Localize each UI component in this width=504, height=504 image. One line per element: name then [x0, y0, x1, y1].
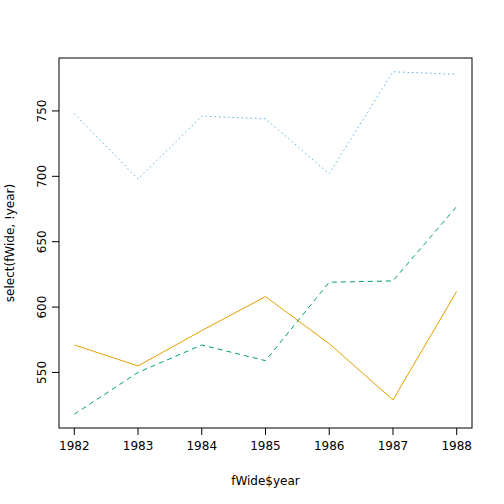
series-group — [74, 72, 456, 415]
plot-frame — [59, 58, 472, 428]
x-tick — [74, 428, 75, 435]
chart: 1982 1983 1984 1985 1986 1987 1988 550 600 650 700… — [0, 0, 504, 504]
series-line — [74, 206, 456, 414]
series-line — [74, 291, 456, 400]
y-tick-label: 650 — [35, 230, 49, 253]
x-tick — [138, 428, 139, 435]
x-tick-label: 1988 — [441, 439, 472, 453]
x-tick — [392, 428, 393, 435]
y-tick — [52, 372, 59, 373]
x-tick-label: 1986 — [314, 439, 345, 453]
x-tick — [201, 428, 202, 435]
x-axis-label: fWide$year — [231, 474, 300, 488]
x-tick-label: 1982 — [59, 439, 90, 453]
y-tick-label: 550 — [35, 361, 49, 384]
y-tick — [52, 110, 59, 111]
chart-container: 1982 1983 1984 1985 1986 1987 1988 550 600 650 700… — [0, 0, 504, 504]
series-line — [74, 72, 456, 179]
y-tick-label: 600 — [35, 296, 49, 319]
x-tick-label: 1984 — [186, 439, 217, 453]
x-tick — [265, 428, 266, 435]
y-tick — [52, 307, 59, 308]
y-axis-label: select(fWide, !year) — [3, 184, 17, 302]
x-tick-label: 1987 — [378, 439, 409, 453]
y-tick-label: 700 — [35, 165, 49, 188]
x-tick — [329, 428, 330, 435]
x-tick — [456, 428, 457, 435]
y-tick-label: 750 — [35, 99, 49, 122]
y-tick — [52, 176, 59, 177]
x-tick-label: 1985 — [250, 439, 281, 453]
y-tick — [52, 241, 59, 242]
x-tick-label: 1983 — [123, 439, 154, 453]
